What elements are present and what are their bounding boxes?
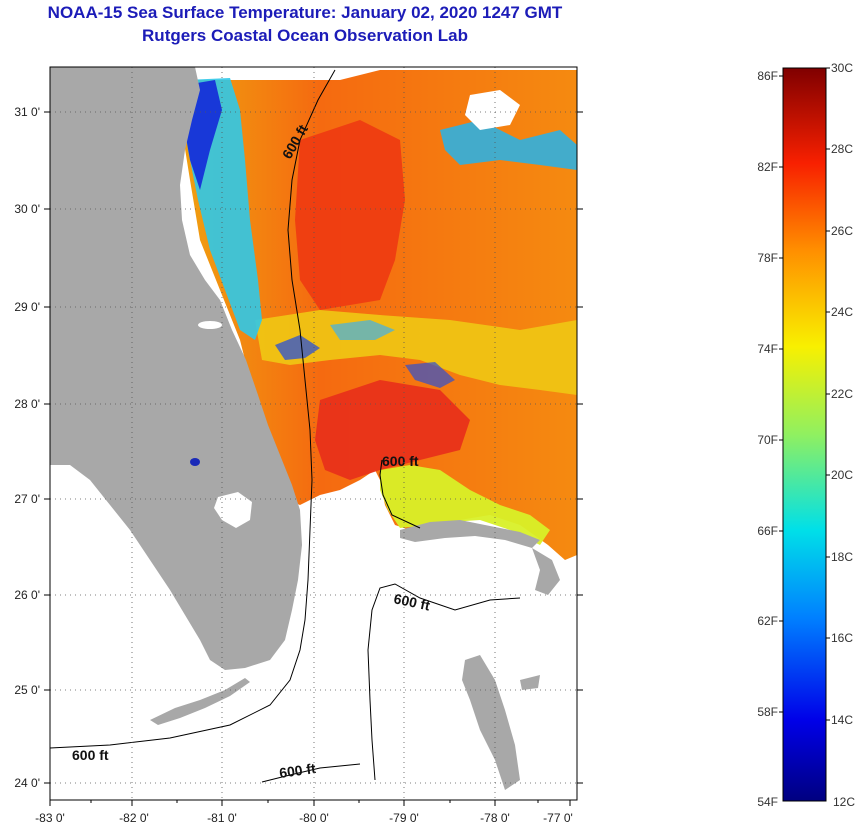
colorbar-f-label: 54F [757,795,778,809]
lon-label: -82 0' [119,811,149,825]
sst-northeast-clouds [465,90,520,130]
colorbar-ticks [779,67,830,721]
lon-label: -79 0' [389,811,419,825]
lat-label: 31 0' [14,105,40,119]
lon-label: -78 0' [480,811,510,825]
contour-label: 600 ft [278,760,317,781]
map-title: NOAA-15 Sea Surface Temperature: January… [47,3,563,22]
colorbar-c-label: 28C [831,142,853,156]
map-subtitle: Rutgers Coastal Ocean Observation Lab [142,26,468,45]
contour-label: 600 ft [72,747,109,763]
lat-label: 28 0' [14,397,40,411]
contour-label: 600 ft [382,453,419,469]
sst-warm-core [295,120,405,310]
colorbar-c-label: 26C [831,224,853,238]
lat-label: 29 0' [14,300,40,314]
contour-label: 600 ft [392,590,431,613]
colorbar-c-label: 18C [831,550,853,564]
lat-label: 26 0' [14,588,40,602]
isobath-600ft-bahamas [379,459,421,529]
bahamas-grand-bahama [400,520,540,548]
colorbar-f-label: 70F [757,433,778,447]
colorbar-f-label: 74F [757,342,778,356]
lake-okeechobee [214,492,252,528]
sst-cool-streak-2 [405,362,455,388]
colorbar-c-label: 22C [831,387,853,401]
bahamas-andros [462,655,520,790]
colorbar-f-label: 82F [757,160,778,174]
colorbar [782,67,827,802]
bahamas-abaco [532,548,560,595]
sst-warm-core-south [315,380,470,480]
isobath-600ft-south [367,583,521,781]
colorbar-c-label: 12C [833,795,855,809]
sst-northeast-cold [440,120,577,170]
colorbar-f-label: 66F [757,524,778,538]
lon-label: -77 0' [543,811,573,825]
bahamas-bimini [520,675,540,690]
lon-label: -80 0' [299,811,329,825]
sst-cool-streak [275,335,320,360]
lat-label: 25 0' [14,683,40,697]
lat-label: 24 0' [14,776,40,790]
isobath-600ft-straits [261,763,361,783]
florida-keys [150,678,250,725]
axis-ticks [44,111,583,806]
lon-label: -83 0' [35,811,65,825]
lat-label: 27 0' [14,492,40,506]
colorbar-f-label: 62F [757,614,778,628]
colorbar-c-label: 30C [831,61,853,75]
colorbar-c-label: 16C [831,631,853,645]
lat-label: 30 0' [14,202,40,216]
inland-lake-2 [198,321,222,329]
colorbar-c-label: 14C [831,713,853,727]
lon-label: -81 0' [207,811,237,825]
colorbar-f-label: 78F [757,251,778,265]
isobath-600ft-florida [50,69,336,749]
colorbar-c-label: 20C [831,468,853,482]
colorbar-f-label: 86F [757,69,778,83]
colorbar-f-label: 58F [757,705,778,719]
sst-cool-streak-3 [330,320,395,340]
colorbar-c-label: 24C [831,305,853,319]
graticule [50,67,577,800]
inland-lake [190,458,200,466]
